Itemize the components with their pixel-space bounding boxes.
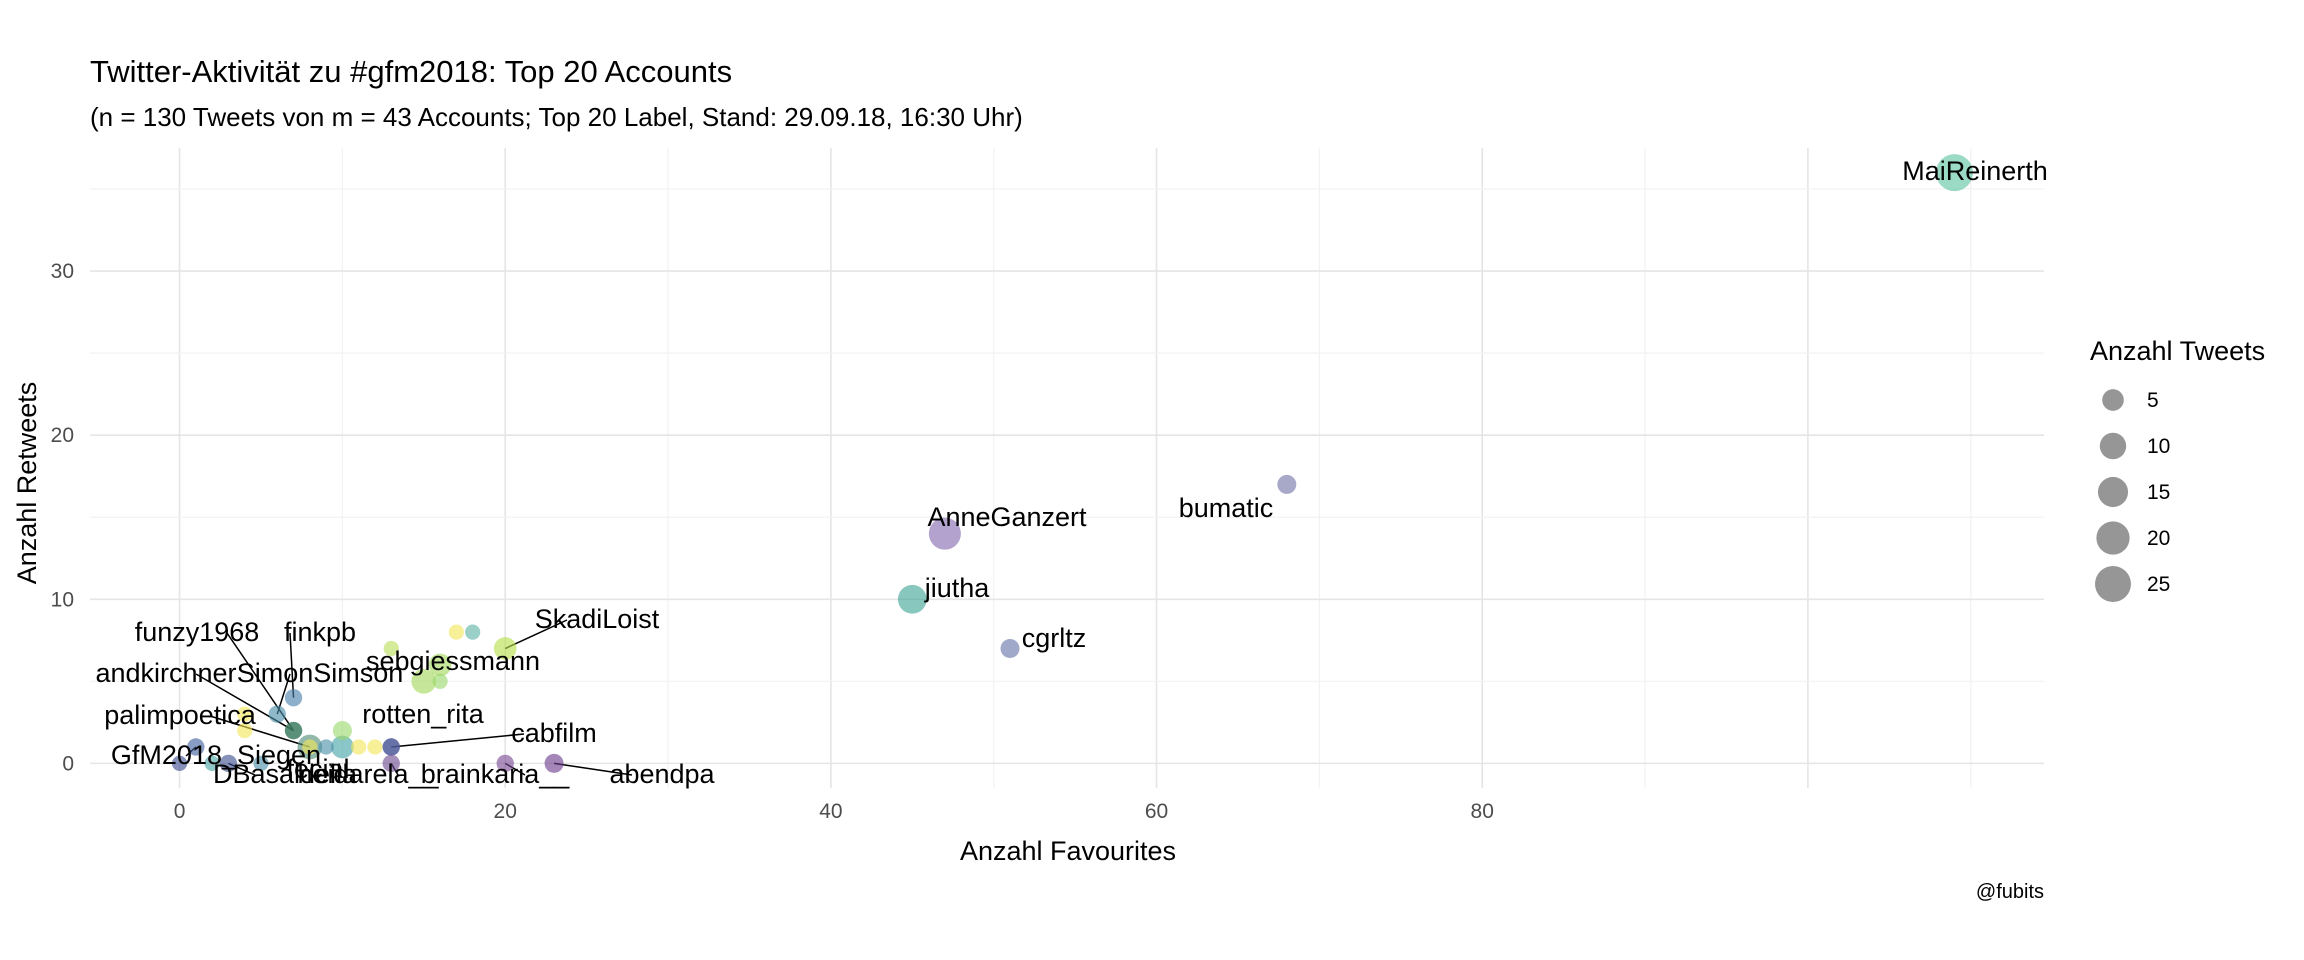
data-point <box>448 624 464 640</box>
label-connector <box>289 632 295 698</box>
data-point <box>496 754 514 773</box>
data-point <box>351 739 367 755</box>
point-label: bumatic <box>1179 493 1274 523</box>
data-points <box>171 154 1973 773</box>
data-point <box>411 668 437 694</box>
data-point <box>284 689 303 707</box>
point-label: cabfilm <box>511 718 597 748</box>
data-point <box>302 739 318 755</box>
data-point <box>383 640 399 657</box>
x-tick-label: 0 <box>174 800 186 823</box>
data-point <box>382 754 400 773</box>
chart-title: Twitter-Aktivität zu #gfm2018: Top 20 Ac… <box>90 54 732 89</box>
data-point <box>219 754 238 773</box>
legend-key <box>2099 432 2127 460</box>
data-point <box>318 739 334 755</box>
legend-title: Anzahl Tweets <box>2090 336 2265 366</box>
data-point <box>428 653 452 677</box>
point-label: AnneGanzert <box>927 502 1087 532</box>
x-tick-label: 20 <box>494 800 517 823</box>
point-label: DBasaldella <box>213 759 358 789</box>
data-point <box>897 584 927 614</box>
point-label: andkirchner <box>95 658 236 688</box>
data-point <box>204 755 220 771</box>
x-tick-label: 40 <box>819 800 842 823</box>
chart-subtitle: (n = 130 Tweets von m = 43 Accounts; Top… <box>90 102 1023 132</box>
point-label: brainkaria__ <box>421 759 571 789</box>
legend-key <box>2097 476 2129 508</box>
data-point <box>331 735 354 759</box>
data-point <box>237 706 253 722</box>
point-label: jiutha <box>924 573 991 603</box>
grid-lines <box>90 148 2044 788</box>
data-point <box>268 705 286 723</box>
legend-label: 5 <box>2147 389 2159 412</box>
x-tick-label: 60 <box>1145 800 1168 823</box>
point-label: abendpa <box>609 759 715 789</box>
data-point <box>332 721 352 741</box>
data-point <box>493 637 517 660</box>
y-tick-label: 20 <box>51 424 74 447</box>
data-point <box>432 673 448 689</box>
point-label: heidarela__ <box>297 759 439 789</box>
data-point <box>1277 474 1297 494</box>
axis-ticks: 0 20 40 60 80 0 10 20 30 <box>51 260 1494 823</box>
legend-label: 15 <box>2147 481 2170 504</box>
point-label: funzy1968 <box>135 617 260 647</box>
data-point <box>187 738 205 756</box>
y-tick-label: 10 <box>51 588 74 611</box>
legend-key <box>2096 521 2130 555</box>
data-point <box>171 755 188 771</box>
y-axis-title: Anzahl Retweets <box>12 382 42 585</box>
point-label: finkpb <box>284 617 356 647</box>
y-tick-label: 0 <box>62 752 74 775</box>
chart-caption: @fubits <box>1976 881 2044 903</box>
point-label: MaiReinerth <box>1902 156 2048 186</box>
label-connector <box>209 715 311 748</box>
data-point <box>237 722 253 739</box>
label-connector <box>553 762 633 776</box>
point-label: rotten_rita <box>362 699 485 729</box>
data-point <box>284 721 303 740</box>
legend-label: 25 <box>2147 573 2170 596</box>
point-label: SimonSimson <box>237 658 404 688</box>
data-point <box>382 738 400 756</box>
data-point <box>544 753 564 773</box>
point-label: fecial <box>286 754 349 784</box>
data-point <box>253 755 269 771</box>
legend-key <box>2102 389 2124 411</box>
legend-label: 20 <box>2147 527 2170 550</box>
legend: Anzahl Tweets 5 10 15 20 25 <box>2090 336 2265 602</box>
y-tick-label: 30 <box>51 260 74 283</box>
data-point <box>1935 154 1973 192</box>
point-label: sebgiessmann <box>366 646 540 676</box>
data-point <box>465 624 481 640</box>
legend-label: 10 <box>2147 435 2170 458</box>
point-label: GfM2018_Siegen <box>111 740 321 770</box>
point-label: cgrltz <box>1022 623 1087 653</box>
data-point <box>928 517 961 550</box>
point-labels: MaiReinerth bumatic AnneGanzert jiutha cgrlt… <box>95 156 2047 789</box>
label-connector <box>391 733 525 748</box>
data-point <box>1000 639 1020 659</box>
data-point <box>367 739 383 755</box>
x-axis-title: Anzahl Favourites <box>960 836 1176 866</box>
point-label: SkadiLoist <box>535 604 660 634</box>
point-label: palimpoetica <box>104 700 257 730</box>
x-tick-label: 80 <box>1471 800 1494 823</box>
legend-key <box>2095 566 2131 602</box>
